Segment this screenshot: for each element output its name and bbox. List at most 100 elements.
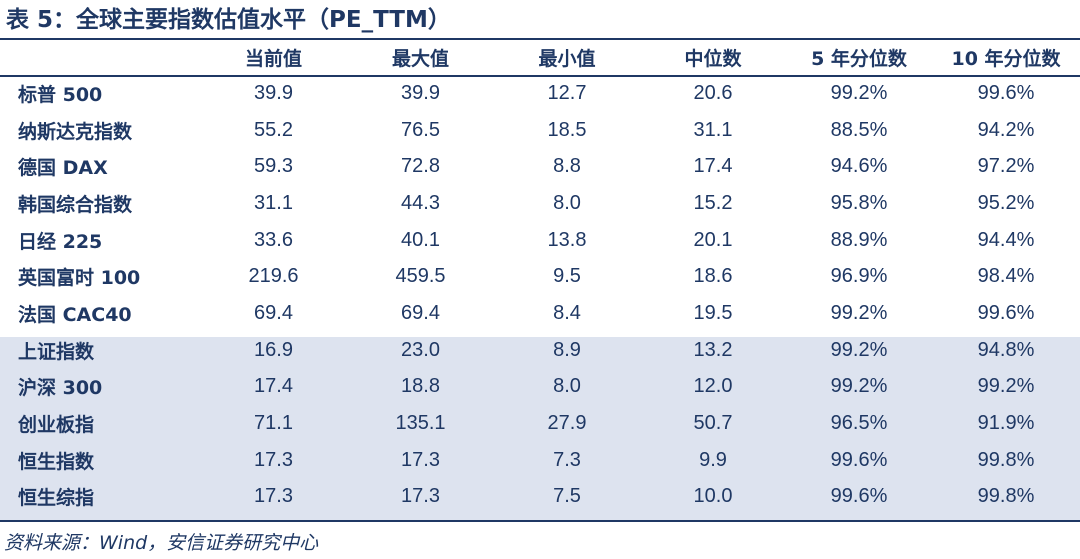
table-row: 法国 CAC40 69.4 69.4 8.4 19.5 99.2% 99.6% — [0, 295, 1080, 332]
max-value-cell: 44.3 — [401, 191, 440, 214]
table-row: 恒生指数 17.3 17.3 7.3 9.9 99.6% 99.8% — [0, 442, 1080, 479]
median-cell: 15.2 — [693, 191, 733, 214]
index-name-cell: 标普 500 — [18, 83, 103, 106]
table-row: 纳斯达克指数 55.2 76.5 18.5 31.1 88.5% 94.2% — [0, 112, 1080, 149]
min-value-cell: 9.5 — [553, 265, 581, 288]
index-name-cell: 德国 DAX — [18, 157, 108, 180]
percentile-10y-cell: 94.4% — [977, 228, 1035, 251]
table-row: 恒生综指 17.3 17.3 7.5 10.0 99.6% 99.8% — [0, 479, 1080, 516]
percentile-5y-cell: 99.2% — [830, 301, 888, 324]
header-cell-min: 最小值 — [538, 48, 596, 70]
min-value-cell: 27.9 — [547, 412, 587, 435]
percentile-10y-cell: 94.8% — [977, 338, 1035, 361]
max-value-cell: 39.9 — [401, 81, 440, 104]
percentile-10y-cell: 99.2% — [977, 375, 1035, 398]
index-name-cell: 恒生指数 — [18, 450, 95, 473]
index-name-cell: 纳斯达克指数 — [18, 120, 133, 143]
percentile-10y-cell: 91.9% — [977, 412, 1035, 435]
percentile-10y-cell: 98.4% — [977, 265, 1035, 288]
min-value-cell: 8.0 — [553, 191, 581, 214]
top-rule — [0, 38, 1080, 40]
header-rule — [0, 75, 1080, 77]
percentile-5y-cell: 99.2% — [830, 338, 888, 361]
percentile-10y-cell: 99.8% — [977, 485, 1035, 508]
median-cell: 17.4 — [693, 155, 733, 178]
header-cell-median: 中位数 — [684, 48, 742, 70]
index-name-cell: 沪深 300 — [18, 377, 103, 400]
median-cell: 13.2 — [693, 338, 733, 361]
table-row: 沪深 300 17.4 18.8 8.0 12.0 99.2% 99.2% — [0, 369, 1080, 406]
percentile-5y-cell: 99.6% — [830, 485, 888, 508]
percentile-5y-cell: 96.5% — [830, 412, 888, 435]
max-value-cell: 69.4 — [401, 301, 440, 324]
header-cell-max: 最大值 — [391, 48, 449, 70]
max-value-cell: 135.1 — [395, 412, 446, 435]
table-row: 创业板指 71.1 135.1 27.9 50.7 96.5% 91.9% — [0, 405, 1080, 442]
max-value-cell: 459.5 — [395, 265, 446, 288]
min-value-cell: 18.5 — [547, 118, 587, 141]
min-value-cell: 12.7 — [547, 81, 587, 104]
percentile-10y-cell: 99.6% — [977, 81, 1035, 104]
percentile-10y-cell: 99.8% — [977, 448, 1035, 471]
percentile-5y-cell: 94.6% — [830, 155, 888, 178]
table-title: 表 5：全球主要指数估值水平（PE_TTM） — [6, 7, 451, 33]
header-cell-5y-percentile: 5 年分位数 — [811, 48, 907, 70]
median-cell: 31.1 — [693, 118, 733, 141]
percentile-10y-cell: 97.2% — [977, 155, 1035, 178]
median-cell: 20.6 — [693, 81, 733, 104]
current-value-cell: 55.2 — [254, 118, 293, 141]
percentile-10y-cell: 94.2% — [977, 118, 1035, 141]
min-value-cell: 7.5 — [553, 485, 581, 508]
max-value-cell: 76.5 — [401, 118, 440, 141]
current-value-cell: 39.9 — [254, 81, 293, 104]
current-value-cell: 219.6 — [248, 265, 299, 288]
index-name-cell: 上证指数 — [18, 340, 95, 363]
min-value-cell: 8.0 — [553, 375, 581, 398]
max-value-cell: 17.3 — [401, 448, 440, 471]
min-value-cell: 8.4 — [553, 301, 581, 324]
min-value-cell: 8.9 — [553, 338, 581, 361]
median-cell: 50.7 — [693, 412, 733, 435]
median-cell: 20.1 — [693, 228, 733, 251]
index-name-cell: 法国 CAC40 — [18, 303, 132, 326]
median-cell: 19.5 — [693, 301, 733, 324]
min-value-cell: 8.8 — [553, 155, 581, 178]
max-value-cell: 23.0 — [401, 338, 440, 361]
table-row: 英国富时 100 219.6 459.5 9.5 18.6 96.9% 98.4% — [0, 258, 1080, 295]
current-value-cell: 17.3 — [254, 448, 293, 471]
percentile-5y-cell: 95.8% — [830, 191, 888, 214]
percentile-5y-cell: 96.9% — [830, 265, 888, 288]
valuation-table: 当前值 最大值 最小值 中位数 5 年分位数 10 年分位数 标普 500 39.… — [0, 40, 1080, 515]
table-row: 上证指数 16.9 23.0 8.9 13.2 99.2% 94.8% — [0, 332, 1080, 369]
china-indices-shading — [0, 337, 1080, 520]
min-value-cell: 13.8 — [547, 228, 587, 251]
current-value-cell: 17.3 — [254, 485, 293, 508]
max-value-cell: 72.8 — [401, 155, 440, 178]
current-value-cell: 71.1 — [254, 412, 293, 435]
table-row: 德国 DAX 59.3 72.8 8.8 17.4 94.6% 97.2% — [0, 148, 1080, 185]
percentile-5y-cell: 99.2% — [830, 81, 888, 104]
index-name-cell: 恒生综指 — [18, 487, 95, 510]
median-cell: 9.9 — [699, 448, 727, 471]
header-row: 当前值 最大值 最小值 中位数 5 年分位数 10 年分位数 — [0, 40, 1080, 75]
table-row: 标普 500 39.9 39.9 12.7 20.6 99.2% 99.6% — [0, 75, 1080, 112]
max-value-cell: 18.8 — [401, 375, 440, 398]
max-value-cell: 17.3 — [401, 485, 440, 508]
current-value-cell: 16.9 — [254, 338, 293, 361]
bottom-rule — [0, 520, 1080, 522]
table-row: 韩国综合指数 31.1 44.3 8.0 15.2 95.8% 95.2% — [0, 185, 1080, 222]
percentile-5y-cell: 99.2% — [830, 375, 888, 398]
median-cell: 12.0 — [693, 375, 733, 398]
current-value-cell: 33.6 — [254, 228, 293, 251]
index-name-cell: 韩国综合指数 — [18, 193, 133, 216]
current-value-cell: 17.4 — [254, 375, 293, 398]
index-name-cell: 英国富时 100 — [18, 267, 141, 290]
percentile-5y-cell: 88.5% — [830, 118, 888, 141]
current-value-cell: 69.4 — [254, 301, 293, 324]
percentile-5y-cell: 88.9% — [830, 228, 888, 251]
header-cell-current: 当前值 — [244, 48, 302, 70]
median-cell: 10.0 — [693, 485, 733, 508]
median-cell: 18.6 — [693, 265, 733, 288]
percentile-5y-cell: 99.6% — [830, 448, 888, 471]
header-cell-index — [0, 40, 200, 75]
